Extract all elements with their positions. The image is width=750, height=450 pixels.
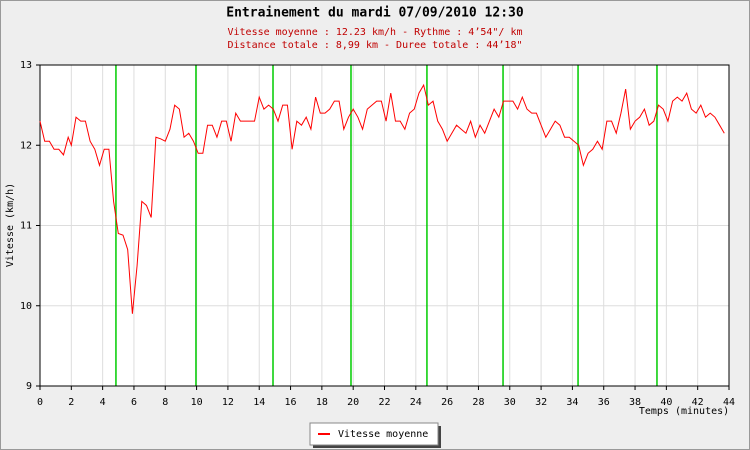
x-tick-label: 8	[162, 397, 168, 408]
legend-label: Vitesse moyenne	[338, 429, 428, 440]
x-tick-label: 26	[441, 397, 453, 408]
y-tick-label: 11	[20, 221, 32, 232]
x-tick-label: 10	[191, 397, 203, 408]
y-tick-label: 10	[20, 301, 32, 312]
x-tick-label: 0	[37, 397, 43, 408]
x-tick-label: 34	[566, 397, 578, 408]
plot-frame	[39, 64, 730, 387]
x-tick-label: 12	[222, 397, 234, 408]
y-tick-label: 9	[26, 381, 32, 392]
y-tick-label: 12	[20, 140, 32, 151]
x-tick-label: 32	[535, 397, 547, 408]
line	[39, 83, 725, 314]
x-tick-label: 2	[68, 397, 74, 408]
legend-box	[309, 422, 439, 446]
y-tick-label: 13	[20, 60, 32, 71]
subtitle: Vitesse moyenne : 12.23 km/h - Rythme : …	[227, 27, 522, 38]
x-tick-label: 24	[410, 397, 422, 408]
chart-title: Entrainement du mardi 07/09/2010 12:30	[226, 6, 524, 21]
x-tick-label: 22	[378, 397, 390, 408]
x-tick-label: 38	[629, 397, 641, 408]
x-tick-label: 6	[131, 397, 137, 408]
x-tick-label: 4	[100, 397, 106, 408]
x-tick-label: 16	[285, 397, 297, 408]
x-tick-label: 44	[723, 397, 735, 408]
x-tick-label: 14	[253, 397, 265, 408]
x-tick-label: 42	[692, 397, 704, 408]
y-axis-label: Vitesse (km/h)	[5, 183, 16, 267]
x-tick-label: 30	[504, 397, 516, 408]
x-tick-label: 18	[316, 397, 328, 408]
x-tick-label: 28	[472, 397, 484, 408]
x-tick-label: 36	[598, 397, 610, 408]
x-tick-label: 20	[347, 397, 359, 408]
x-tick-label: 40	[660, 397, 672, 408]
x-axis-label: Temps (minutes)	[639, 406, 729, 417]
subtitle: Distance totale : 8,99 km - Duree totale…	[227, 40, 522, 51]
